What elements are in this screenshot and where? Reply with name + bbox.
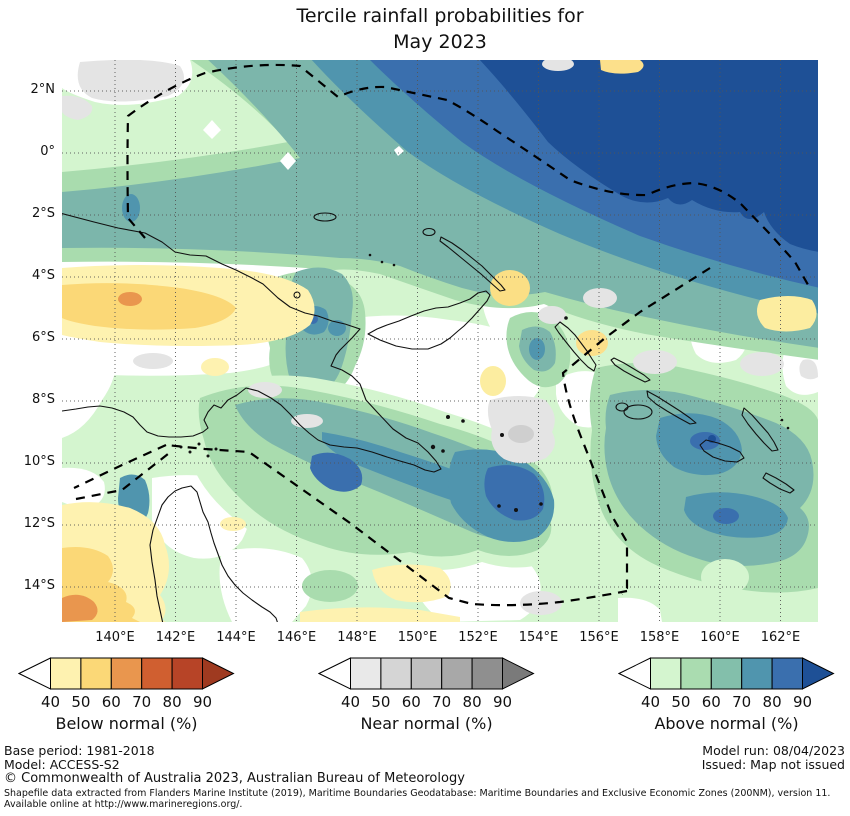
legend-tick-value: 50 bbox=[671, 693, 691, 711]
legend-near-normal: 40 50 60 70 80 90 Near normal (%) bbox=[318, 657, 535, 757]
lon-label: 146°E bbox=[276, 630, 317, 645]
legend-tick-value: 80 bbox=[162, 693, 182, 711]
contour-white-holes bbox=[203, 120, 404, 170]
eez-boundary-dashed bbox=[73, 63, 812, 607]
lon-label: 152°E bbox=[458, 630, 498, 645]
lat-label: 2°N bbox=[30, 82, 56, 97]
legend-tick-value: 60 bbox=[401, 693, 421, 711]
lat-label: 10°S bbox=[23, 454, 55, 469]
title-line-1: Tercile rainfall probabilities for bbox=[296, 5, 584, 27]
lat-label: 0° bbox=[40, 144, 55, 159]
issued-text: Issued: Map not issued bbox=[701, 757, 845, 772]
lon-label: 142°E bbox=[155, 630, 196, 645]
lon-label: 158°E bbox=[639, 630, 680, 645]
legend-colorbar-near bbox=[318, 657, 535, 690]
legend-title-near: Near normal (%) bbox=[360, 714, 493, 733]
lat-label: 2°S bbox=[31, 206, 55, 221]
legend-tick-value: 40 bbox=[640, 693, 661, 711]
title-line-2: May 2023 bbox=[393, 30, 487, 53]
model-text: Model: ACCESS-S2 bbox=[4, 757, 120, 772]
lon-label: 144°E bbox=[216, 630, 256, 645]
legend-ticks-near: 40 50 60 70 80 90 bbox=[318, 693, 535, 711]
lat-label: 6°S bbox=[31, 330, 55, 345]
lon-label: 140°E bbox=[95, 630, 135, 645]
legend-tick-value: 90 bbox=[492, 693, 513, 711]
legend-tick-value: 70 bbox=[432, 693, 452, 711]
legend-colorbar-below bbox=[18, 657, 235, 690]
legend-tick-value: 40 bbox=[340, 693, 361, 711]
legend-ticks-below: 40 50 60 70 80 90 bbox=[18, 693, 235, 711]
model-run-text: Model run: 08/04/2023 bbox=[702, 743, 845, 758]
contour-below-normal bbox=[62, 60, 817, 622]
attribution-line-2: Available online at http://www.marinereg… bbox=[4, 799, 243, 810]
coastlines bbox=[62, 212, 795, 622]
legend-tick-value: 50 bbox=[71, 693, 91, 711]
contour-above-normal bbox=[62, 60, 818, 602]
lon-label: 148°E bbox=[337, 630, 377, 645]
lat-label: 8°S bbox=[31, 392, 55, 407]
legend-tick-value: 40 bbox=[40, 693, 61, 711]
legend-colorbar-above bbox=[618, 657, 835, 690]
legend-tick-value: 90 bbox=[792, 693, 813, 711]
attribution-line-1: Shapefile data extracted from Flanders M… bbox=[4, 788, 831, 799]
legend-tick-value: 60 bbox=[101, 693, 121, 711]
legend-title-above: Above normal (%) bbox=[654, 714, 799, 733]
lon-label: 150°E bbox=[397, 630, 438, 645]
map-canvas bbox=[62, 60, 818, 622]
legend-tick-value: 70 bbox=[732, 693, 752, 711]
lon-label: 162°E bbox=[760, 630, 801, 645]
page-title: Tercile rainfall probabilities for May 2… bbox=[62, 4, 818, 55]
base-period-text: Base period: 1981-2018 bbox=[4, 743, 155, 758]
lon-label: 160°E bbox=[700, 630, 740, 645]
lon-label: 154°E bbox=[518, 630, 559, 645]
lat-label: 12°S bbox=[23, 516, 55, 531]
lat-label: 14°S bbox=[23, 578, 55, 593]
legend-tick-value: 80 bbox=[462, 693, 482, 711]
legend-tick-value: 80 bbox=[762, 693, 782, 711]
island-dots bbox=[179, 253, 790, 512]
legend-below-normal: 40 50 60 70 80 90 Below normal (%) bbox=[18, 657, 235, 757]
copyright-text: © Commonwealth of Australia 2023, Austra… bbox=[4, 771, 465, 786]
lat-label: 4°S bbox=[31, 268, 55, 283]
legend-tick-value: 50 bbox=[371, 693, 391, 711]
legend-title-below: Below normal (%) bbox=[55, 714, 198, 733]
legend-above-normal: 40 50 60 70 80 90 Above normal (%) bbox=[618, 657, 835, 757]
legend-tick-value: 90 bbox=[192, 693, 213, 711]
legend-tick-value: 70 bbox=[132, 693, 152, 711]
legend-ticks-above: 40 50 60 70 80 90 bbox=[618, 693, 835, 711]
legend-tick-value: 60 bbox=[701, 693, 721, 711]
lon-label: 156°E bbox=[579, 630, 619, 645]
